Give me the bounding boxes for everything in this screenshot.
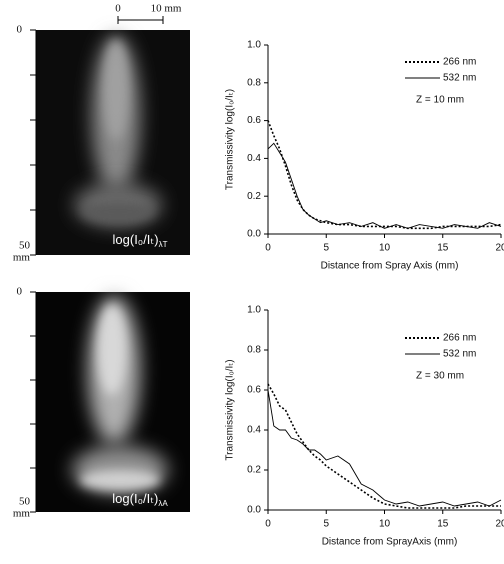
caption-sub: λA bbox=[158, 499, 168, 508]
series-line bbox=[267, 383, 501, 509]
scale-label: 10 mm bbox=[151, 3, 182, 15]
image-axis-unit: mm bbox=[13, 252, 31, 264]
legend-label: 532 nm bbox=[443, 73, 476, 84]
x-axis-label: Distance from SprayAxis (mm) bbox=[322, 537, 458, 548]
series-line bbox=[267, 389, 502, 507]
caption-main: log(I₀/Iₜ) bbox=[112, 491, 158, 506]
y-tick-label: 0.8 bbox=[247, 77, 261, 88]
y-tick-label: 0.6 bbox=[247, 385, 261, 396]
x-tick-label: 10 bbox=[379, 243, 391, 254]
x-tick-label: 5 bbox=[323, 519, 329, 530]
y-tick-label: 1.0 bbox=[247, 305, 261, 316]
y-tick-label: 0.4 bbox=[247, 153, 261, 164]
y-tick-label: 0.2 bbox=[247, 465, 261, 476]
caption-main: log(I₀/Iₜ) bbox=[113, 232, 159, 247]
scale-bar bbox=[117, 16, 164, 24]
legend-label: 266 nm bbox=[443, 57, 476, 68]
annotation: Z = 10 mm bbox=[416, 95, 464, 106]
x-tick-label: 10 bbox=[379, 519, 391, 530]
image-axis-label: 50 bbox=[19, 496, 31, 508]
x-tick-label: 20 bbox=[495, 243, 504, 254]
x-tick-label: 15 bbox=[437, 519, 449, 530]
y-tick-label: 0.2 bbox=[247, 191, 261, 202]
series-line bbox=[267, 142, 502, 229]
y-tick-label: 0.4 bbox=[247, 425, 261, 436]
spray-image-2 bbox=[36, 292, 190, 512]
y-axis-label: Transmissivity log(I₀/Iₜ) bbox=[225, 89, 236, 190]
x-axis-label: Distance from Spray Axis (mm) bbox=[321, 261, 459, 272]
image-axis-label: 0 bbox=[17, 286, 23, 298]
y-tick-label: 0.0 bbox=[247, 229, 261, 240]
caption-sub: λT bbox=[159, 240, 168, 249]
x-tick-label: 15 bbox=[437, 243, 449, 254]
x-tick-label: 20 bbox=[495, 519, 504, 530]
image-axis-label: 0 bbox=[17, 24, 23, 36]
y-tick-label: 0.0 bbox=[247, 505, 261, 516]
image-scale bbox=[30, 29, 37, 513]
y-tick-label: 1.0 bbox=[247, 40, 261, 51]
series-line bbox=[267, 120, 502, 230]
legend-label: 532 nm bbox=[443, 349, 476, 360]
image-axis-label: 50 bbox=[19, 240, 31, 252]
y-tick-label: 0.8 bbox=[247, 345, 261, 356]
x-tick-label: 5 bbox=[323, 243, 329, 254]
legend-label: 266 nm bbox=[443, 333, 476, 344]
annotation: Z = 30 mm bbox=[416, 371, 464, 382]
image-caption: log(I₀/Iₜ)λA bbox=[112, 491, 168, 508]
image-caption: log(I₀/Iₜ)λT bbox=[113, 232, 168, 249]
spray-image-1 bbox=[36, 30, 190, 255]
image-axis-unit: mm bbox=[13, 508, 31, 520]
x-tick-label: 0 bbox=[265, 519, 271, 530]
y-tick-label: 0.6 bbox=[247, 115, 261, 126]
scale-label: 0 bbox=[115, 3, 121, 15]
y-axis-label: Transmissivity log(I₀/Iₜ) bbox=[225, 359, 236, 460]
x-tick-label: 0 bbox=[265, 243, 271, 254]
